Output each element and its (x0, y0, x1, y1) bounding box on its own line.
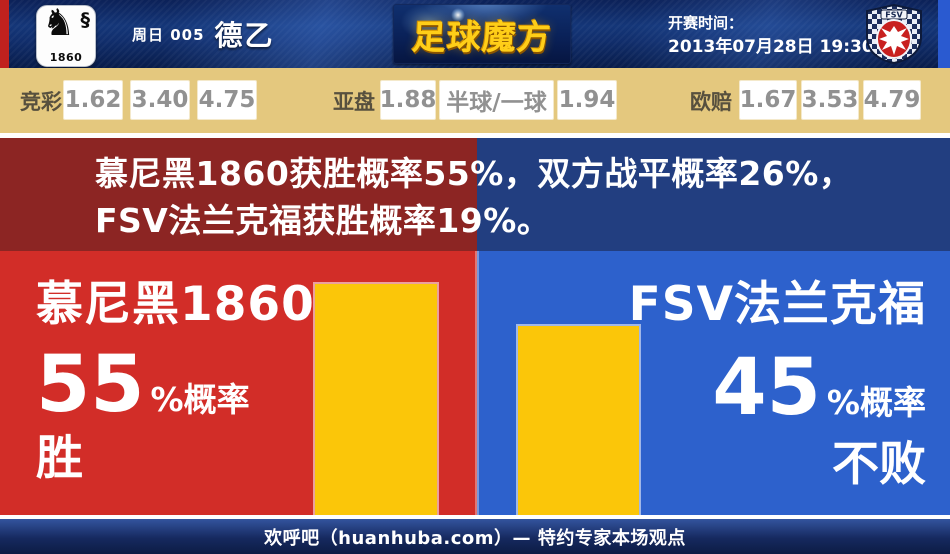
yapan-handicap: 半球/一球 (440, 81, 553, 119)
sparkle-icon (451, 8, 465, 22)
oupei-odds-home: 1.67 (740, 81, 796, 119)
away-probability-suffix: %概率 (826, 383, 926, 422)
kickoff-info: 开赛时间： 2013年07月28日 19:30 (668, 11, 874, 59)
footer-bar: 欢呼吧（huanhuba.com）— 特约专家本场观点 (0, 519, 950, 554)
yapan-odds-away: 1.94 (558, 81, 616, 119)
summary-band-home-bg (0, 138, 477, 251)
footer-divider (0, 515, 950, 519)
yapan-odds-home: 1.88 (380, 81, 436, 119)
swirl-icon: § (80, 9, 91, 31)
away-probability: 45 %概率 (712, 349, 926, 427)
match-meta: 周日 005 德乙 (132, 0, 275, 68)
home-team-badge: ♞ § 1860 (36, 1, 96, 67)
prediction-summary: 慕尼黑1860获胜概率55%，双方战平概率26%，FSV法兰克福获胜概率19%。 (95, 154, 853, 240)
away-color-stripe (938, 0, 950, 68)
away-probability-value: 45 (712, 343, 821, 433)
jingcai-label: 竞彩 (20, 90, 62, 114)
lion-icon: ♞ (42, 1, 76, 44)
jingcai-odds-draw: 3.40 (131, 81, 189, 119)
header-bar: ♞ § 1860 周日 005 德乙 足球魔方 开赛时间： 2013年07月28… (0, 0, 950, 68)
yapan-label: 亚盘 (333, 90, 375, 114)
svg-text:FSV: FSV (885, 11, 903, 20)
away-outcome: 不败 (832, 437, 926, 492)
jingcai-odds-home: 1.62 (64, 81, 122, 119)
site-logo-text: 足球魔方 (410, 17, 553, 58)
home-badge-year: 1860 (49, 51, 83, 64)
home-probability-value: 55 (36, 340, 145, 430)
league-name: 德乙 (214, 19, 275, 52)
summary-band (0, 138, 950, 251)
home-color-stripe (0, 0, 9, 68)
match-day-label: 周日 005 (132, 25, 205, 44)
panel-seam (475, 251, 479, 515)
odds-bar: 竞彩 1.62 3.40 4.75 亚盘 1.88 半球/一球 1.94 欧赔 … (0, 68, 950, 133)
probability-chart: 慕尼黑1860 55 %概率 胜 FSV法兰克福 45 %概率 不败 (0, 251, 950, 515)
home-probability: 55 %概率 (36, 346, 250, 424)
oupei-label: 欧赔 (690, 90, 732, 114)
jingcai-odds-away: 4.75 (198, 81, 256, 119)
summary-band-away-bg (477, 138, 950, 251)
away-probability-bar (518, 326, 639, 515)
home-probability-suffix: %概率 (150, 380, 250, 419)
footer-credit: 欢呼吧（huanhuba.com）— 特约专家本场观点 (264, 527, 686, 549)
away-team-badge: FSV (862, 3, 926, 65)
away-team-name: FSV法兰克福 (628, 277, 926, 332)
home-probability-bar (315, 284, 437, 515)
oupei-odds-away: 4.79 (864, 81, 920, 119)
kickoff-datetime: 2013年07月28日 19:30 (668, 37, 874, 57)
oupei-odds-draw: 3.53 (802, 81, 858, 119)
kickoff-label: 开赛时间： (668, 14, 744, 32)
away-crest-icon: FSV (866, 3, 922, 65)
divider-line (0, 133, 950, 138)
home-team-name: 慕尼黑1860 (36, 277, 315, 332)
site-logo: 足球魔方 (393, 4, 571, 64)
home-outcome: 胜 (36, 431, 83, 486)
